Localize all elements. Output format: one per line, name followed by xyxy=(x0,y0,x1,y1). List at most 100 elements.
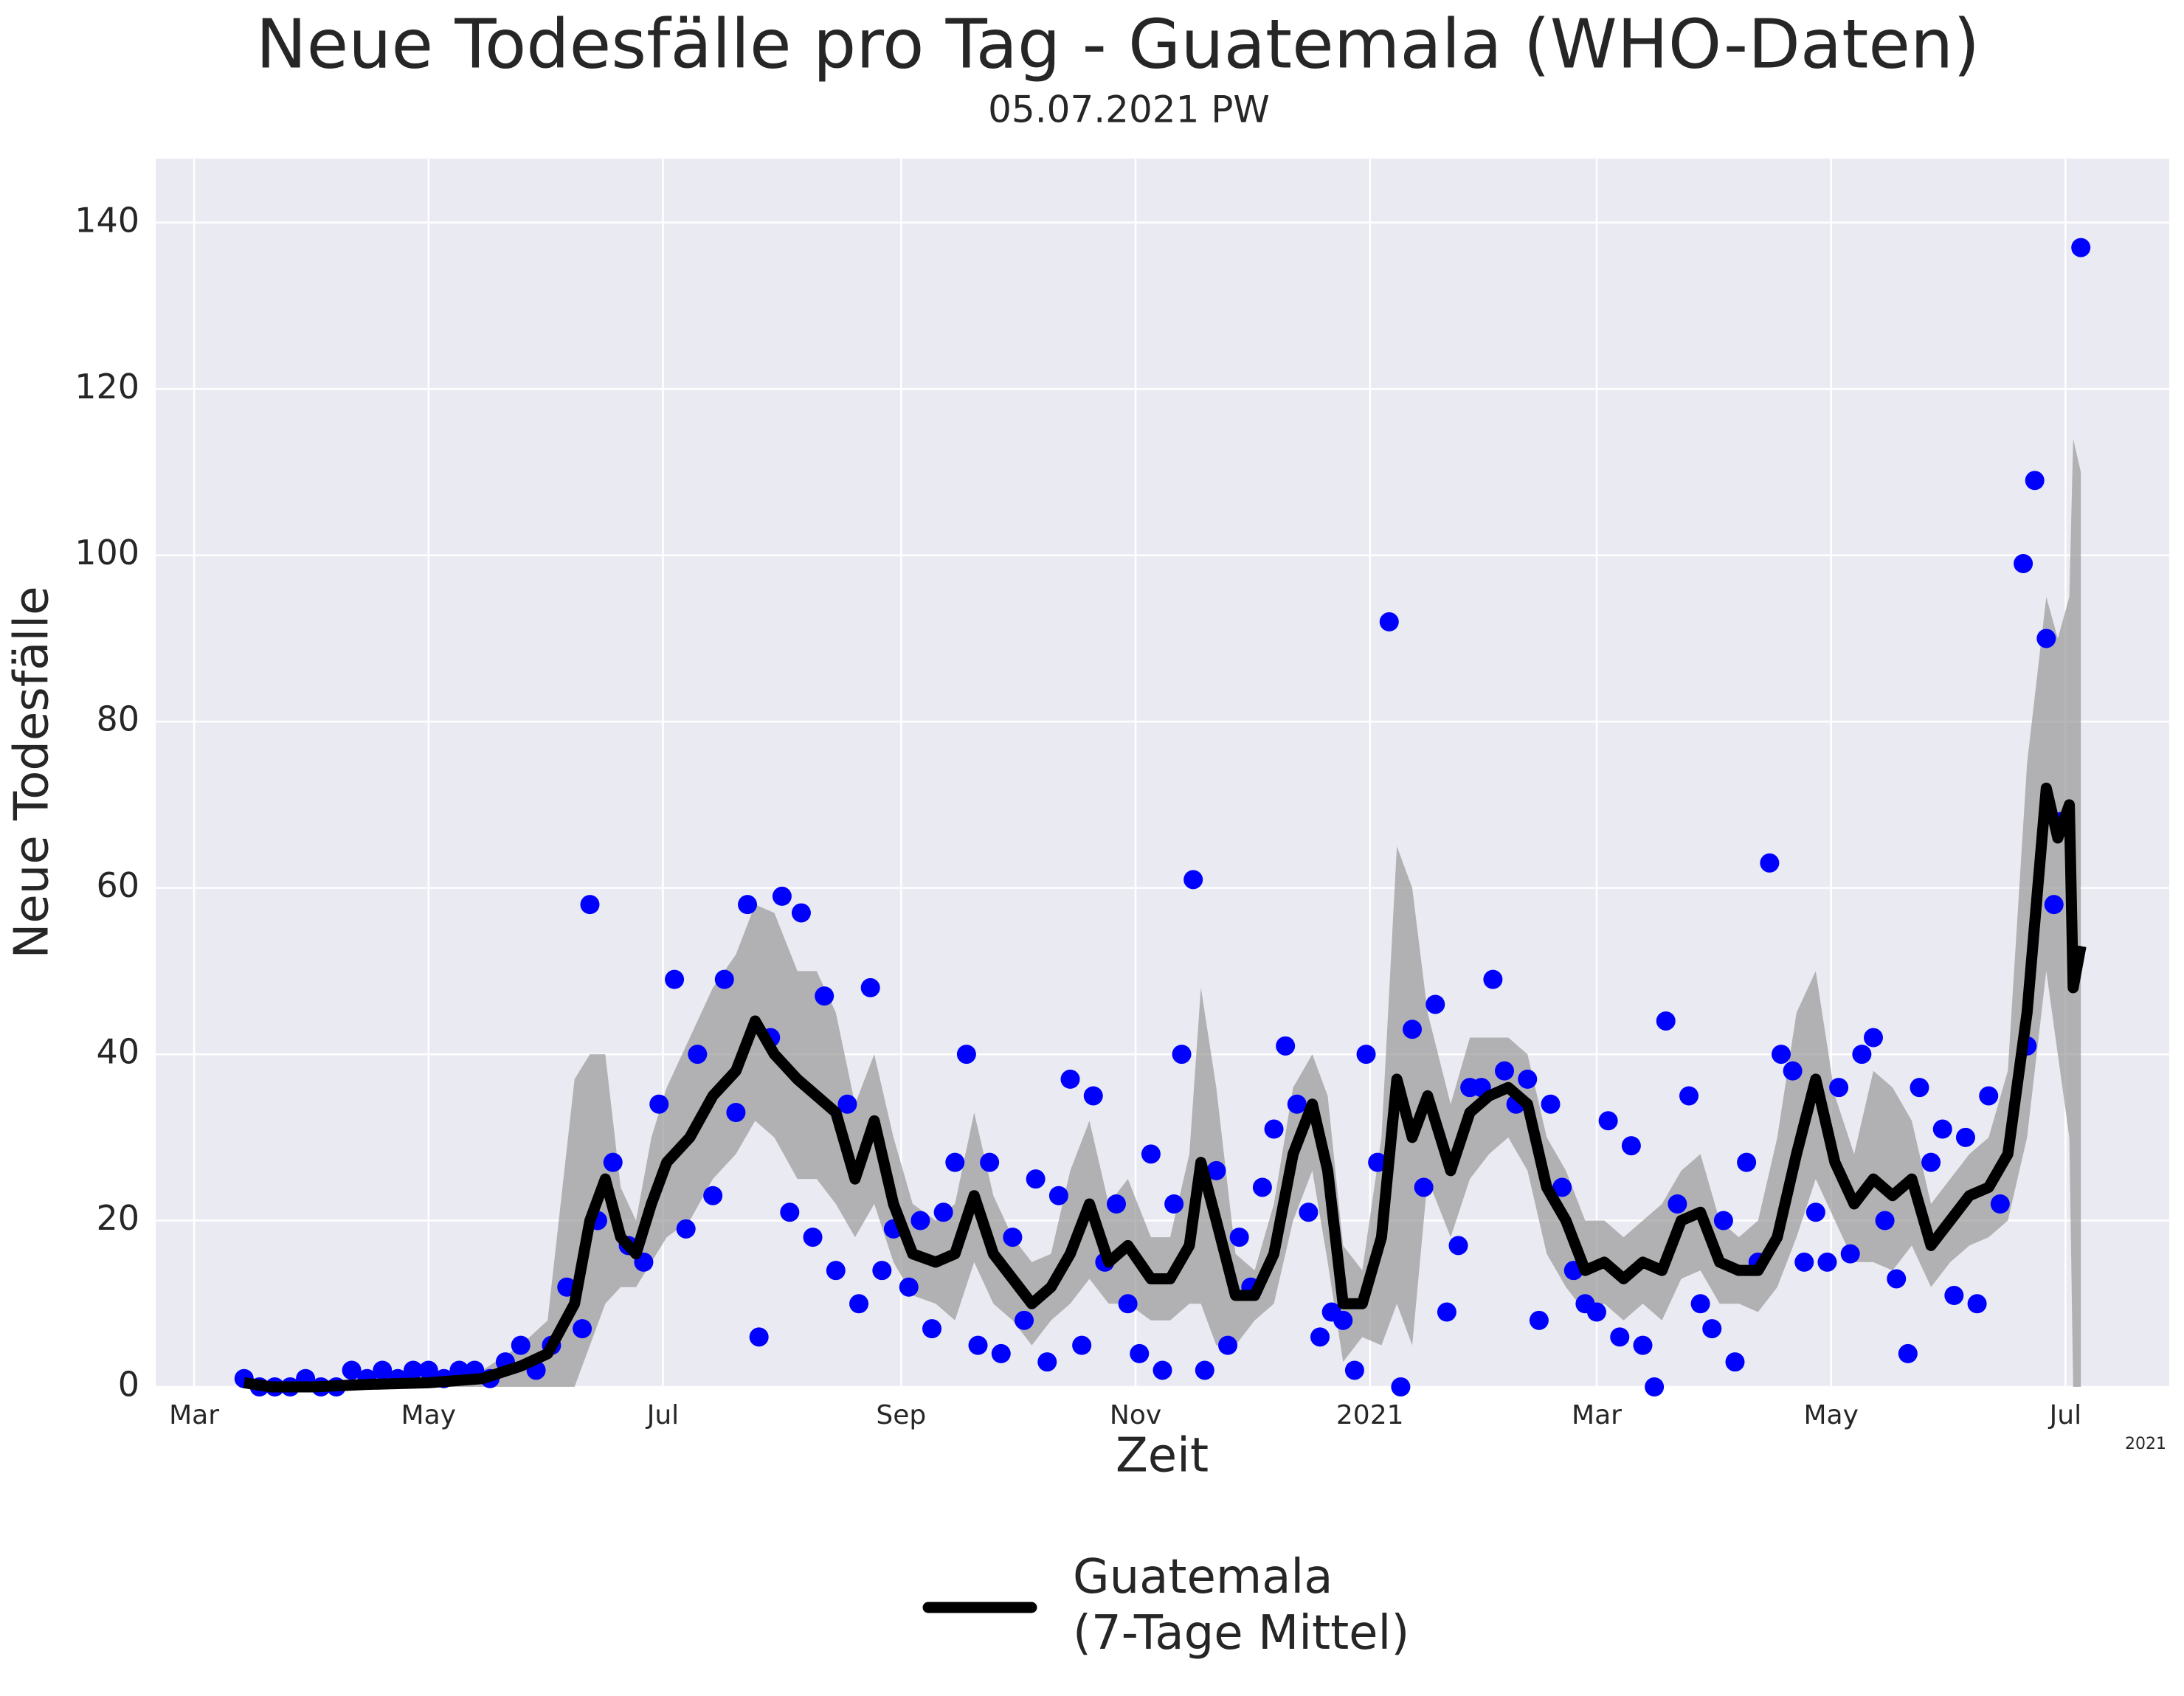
x-tick-label: 2021 xyxy=(1336,1400,1404,1430)
daily-point xyxy=(1932,1119,1952,1139)
daily-point xyxy=(826,1261,846,1281)
x-tick-label: May xyxy=(1803,1400,1858,1430)
daily-point xyxy=(1840,1244,1860,1264)
x-tick-label: Jul xyxy=(2048,1400,2081,1430)
daily-point xyxy=(1737,1152,1757,1172)
daily-point xyxy=(676,1219,696,1239)
y-tick-label: 140 xyxy=(75,200,139,240)
daily-point xyxy=(1771,1045,1791,1065)
daily-point xyxy=(1679,1086,1699,1106)
daily-point xyxy=(1483,969,1503,989)
mean-line xyxy=(243,782,2087,1393)
daily-point xyxy=(2044,895,2064,915)
daily-point xyxy=(1229,1228,1249,1247)
daily-point xyxy=(749,1327,769,1347)
daily-point xyxy=(1264,1119,1284,1139)
confidence-band xyxy=(243,438,2081,1388)
daily-point xyxy=(1344,1360,1364,1380)
daily-point xyxy=(1668,1194,1687,1214)
daily-point xyxy=(703,1186,723,1205)
daily-point xyxy=(1026,1169,1046,1189)
daily-point xyxy=(1610,1327,1630,1347)
legend: Guatemala (7-Tage Mittel) xyxy=(922,1550,1409,1661)
daily-point xyxy=(922,1319,942,1339)
daily-point xyxy=(1910,1078,1929,1098)
daily-point xyxy=(1141,1144,1161,1164)
daily-point xyxy=(791,903,811,923)
daily-point xyxy=(1518,1069,1538,1089)
daily-point xyxy=(603,1152,623,1172)
daily-point xyxy=(511,1335,531,1355)
marks xyxy=(234,238,2091,1396)
daily-point xyxy=(1621,1136,1641,1156)
daily-point xyxy=(1368,1152,1388,1172)
daily-point xyxy=(1713,1211,1733,1231)
daily-point xyxy=(714,969,734,989)
y-tick-label: 0 xyxy=(118,1365,139,1405)
daily-point xyxy=(1356,1045,1376,1065)
daily-point xyxy=(1552,1177,1572,1197)
y-tick-label: 40 xyxy=(96,1032,139,1072)
daily-point xyxy=(1529,1310,1549,1330)
x-tick-label: Mar xyxy=(1572,1400,1622,1430)
daily-point xyxy=(1299,1202,1319,1222)
daily-point xyxy=(1852,1045,1872,1065)
daily-point xyxy=(2025,471,2045,491)
daily-point xyxy=(991,1343,1011,1363)
chart-title: Neue Todesfälle pro Tag - Guatemala (WHO… xyxy=(256,4,1980,83)
y-tick-label: 100 xyxy=(75,533,139,572)
x-tick-label: Nov xyxy=(1110,1400,1161,1430)
daily-point xyxy=(780,1202,800,1222)
daily-point xyxy=(980,1152,1000,1172)
daily-point xyxy=(1863,1028,1883,1048)
daily-point xyxy=(899,1277,919,1297)
y-tick-label: 120 xyxy=(75,367,139,406)
daily-point xyxy=(2036,629,2056,648)
legend-label: Guatemala (7-Tage Mittel) xyxy=(1073,1550,1409,1661)
daily-point xyxy=(1805,1202,1825,1222)
daily-point xyxy=(772,886,792,906)
daily-point xyxy=(1060,1069,1080,1089)
daily-point xyxy=(910,1211,930,1231)
y-tick-label: 80 xyxy=(96,699,139,739)
daily-point xyxy=(403,1360,423,1380)
daily-point xyxy=(1379,612,1399,631)
daily-point xyxy=(573,1319,592,1339)
daily-point xyxy=(1794,1252,1814,1272)
daily-point xyxy=(1633,1335,1653,1355)
daily-point xyxy=(1153,1360,1172,1380)
daily-point xyxy=(1875,1211,1895,1231)
daily-point xyxy=(1702,1319,1722,1339)
daily-point xyxy=(1206,1160,1226,1180)
x-tick-label: Mar xyxy=(169,1400,219,1430)
daily-point xyxy=(738,895,758,915)
daily-point xyxy=(342,1360,362,1380)
daily-point xyxy=(1898,1343,1918,1363)
x-tick-label: Jul xyxy=(646,1400,679,1430)
daily-point xyxy=(933,1202,953,1222)
x-offset-label: 2021 xyxy=(2125,1435,2166,1453)
daily-point xyxy=(1690,1294,1710,1314)
daily-point xyxy=(1760,853,1780,873)
daily-point xyxy=(1310,1327,1330,1347)
daily-point xyxy=(1195,1360,1214,1380)
daily-point xyxy=(945,1152,965,1172)
daily-point xyxy=(815,986,834,1006)
daily-point xyxy=(1083,1086,1103,1106)
daily-point xyxy=(649,1094,669,1114)
daily-point xyxy=(1955,1127,1975,1147)
daily-point xyxy=(1333,1310,1353,1330)
chart-subtitle: 05.07.2021 PW xyxy=(988,89,1270,131)
daily-point xyxy=(1817,1252,1837,1272)
daily-point xyxy=(1391,1377,1411,1396)
daily-point xyxy=(1887,1269,1907,1289)
daily-point xyxy=(1967,1294,1987,1314)
daily-point xyxy=(956,1045,976,1065)
daily-point xyxy=(1645,1377,1665,1396)
daily-point xyxy=(1990,1194,2010,1214)
daily-point xyxy=(1656,1011,1676,1031)
daily-point xyxy=(1979,1086,1999,1106)
daily-point xyxy=(1921,1152,1941,1172)
daily-point xyxy=(726,1102,746,1122)
